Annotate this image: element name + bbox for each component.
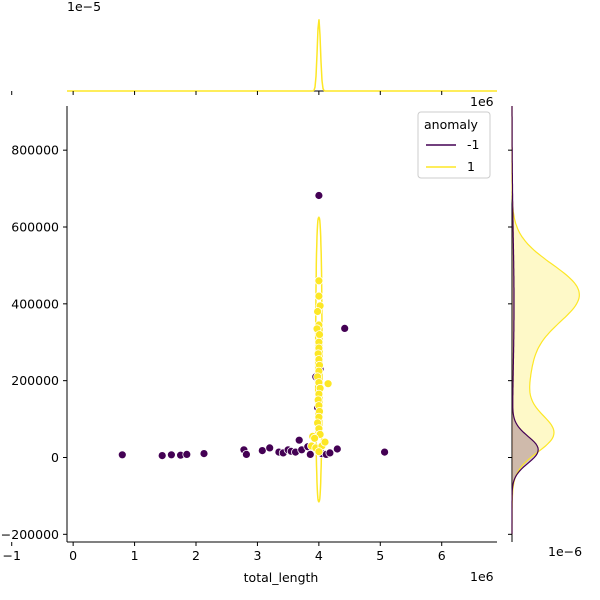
- point-anomaly-neg: [199, 449, 209, 459]
- scatter-points: [117, 191, 390, 461]
- top-marginal-kde-yellow: [67, 19, 497, 92]
- legend-title: anomaly: [424, 117, 479, 132]
- point-anomaly-neg: [257, 446, 267, 456]
- right-marginal-plot: 1e6 1e−6: [470, 94, 582, 559]
- x-ticks: −1 0 1 2 3 4 5 6: [2, 91, 446, 563]
- x-tick-label: 2: [192, 548, 200, 563]
- x-tick-label: 4: [315, 548, 323, 563]
- point-anomaly-neg: [157, 451, 167, 461]
- y-offset-text: 1e6: [470, 94, 494, 109]
- point-anomaly-neg: [294, 435, 304, 445]
- y-tick-label: 0: [51, 450, 59, 465]
- point-anomaly-neg: [241, 449, 251, 459]
- y-ticks: −200000 0 200000 400000 600000 800000: [1, 143, 512, 542]
- legend-label-neg: -1: [467, 137, 479, 152]
- right-marginal-offset-text: 1e−6: [548, 544, 582, 559]
- y-tick-label: 800000: [11, 143, 59, 158]
- top-marginal-plot: 1e−5: [67, 0, 497, 92]
- right-marginal-kde-yellow-fill: [512, 106, 580, 535]
- x-tick-label: 0: [69, 548, 77, 563]
- point-anomaly-neg: [166, 450, 176, 460]
- point-anomaly-pos: [314, 291, 324, 301]
- point-anomaly-pos: [313, 307, 323, 316]
- point-anomaly-pos: [320, 437, 330, 447]
- point-anomaly-neg: [117, 450, 127, 460]
- x-offset-text: 1e6: [470, 569, 494, 584]
- y-tick-label: 600000: [11, 220, 59, 235]
- point-anomaly-neg: [332, 444, 342, 454]
- point-anomaly-neg: [265, 443, 275, 453]
- point-anomaly-neg: [182, 449, 192, 459]
- x-tick-label: 6: [438, 548, 446, 563]
- y-tick-label: 400000: [11, 296, 59, 311]
- y-tick-label: 200000: [11, 373, 59, 388]
- point-anomaly-pos: [314, 276, 324, 286]
- right-marginal-kde-purple: [511, 106, 539, 535]
- point-anomaly-neg: [305, 449, 315, 459]
- y-tick-label: −200000: [1, 527, 59, 542]
- x-tick-label: 5: [376, 548, 384, 563]
- point-anomaly-neg: [340, 323, 350, 333]
- x-tick-label: 1: [131, 548, 139, 563]
- point-anomaly-neg: [314, 191, 324, 200]
- point-anomaly-neg: [380, 447, 390, 457]
- point-anomaly-pos: [323, 379, 333, 389]
- main-plot-area: −1 0 1 2 3 4 5 6 −200000 0 200000 400000 600000 8000…: [1, 91, 512, 585]
- legend-label-pos: 1: [467, 159, 475, 174]
- point-anomaly-pos: [315, 330, 324, 340]
- point-anomaly-neg: [325, 448, 335, 458]
- x-tick-label: 3: [253, 548, 261, 563]
- point-anomaly-pos: [310, 433, 320, 443]
- x-tick-label: −1: [2, 548, 20, 563]
- x-axis-label: total_length: [244, 570, 319, 585]
- point-anomaly-pos: [314, 447, 324, 457]
- top-marginal-offset-text: 1e−5: [67, 0, 101, 14]
- legend: anomaly -1 1: [417, 111, 491, 179]
